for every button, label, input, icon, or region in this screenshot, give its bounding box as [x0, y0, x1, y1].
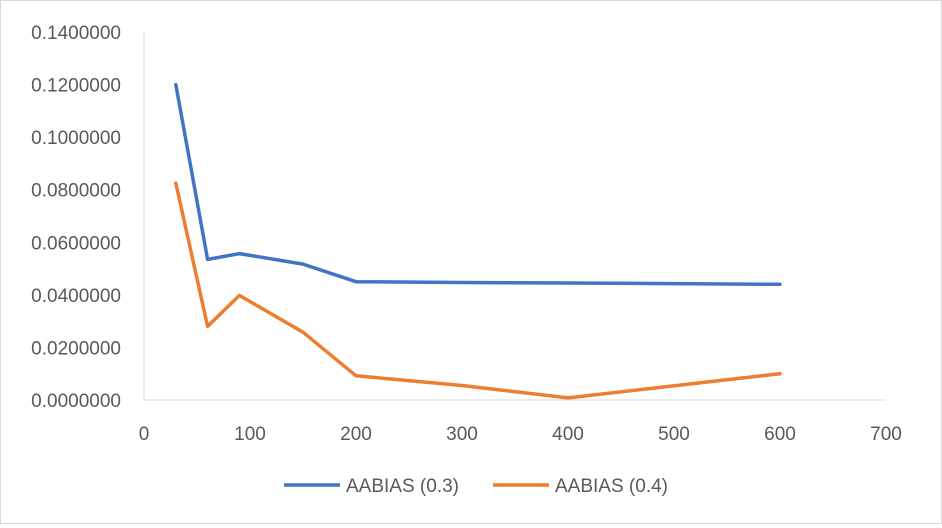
data-point [354, 280, 358, 284]
legend-label: AABIAS (0.4) [555, 476, 668, 497]
data-point [301, 262, 305, 266]
series-line-2 [174, 181, 782, 400]
data-point [237, 293, 241, 297]
series-line-1 [174, 82, 782, 287]
x-tick-label: 300 [446, 424, 478, 445]
x-tick-label: 600 [764, 424, 796, 445]
x-tick-label: 500 [658, 424, 690, 445]
x-tick-label: 700 [870, 424, 902, 445]
data-point [566, 396, 570, 400]
data-point [460, 384, 464, 388]
data-point [206, 257, 210, 261]
data-point [460, 281, 464, 285]
data-point [174, 83, 178, 87]
data-point [778, 372, 782, 376]
data-point [206, 324, 210, 328]
x-tick-label: 400 [552, 424, 584, 445]
y-tick-label: 0.0000000 [31, 391, 121, 412]
legend: AABIAS (0.3) AABIAS (0.4) [284, 476, 668, 497]
x-tick-label: 200 [340, 424, 372, 445]
data-point [301, 330, 305, 334]
data-point [174, 181, 178, 185]
data-point [354, 374, 358, 378]
y-tick-label: 0.1400000 [31, 23, 121, 44]
legend-label: AABIAS (0.3) [346, 476, 459, 497]
y-tick-label: 0.0600000 [31, 233, 121, 254]
data-point [237, 252, 241, 256]
data-point [778, 282, 782, 286]
y-tick-label: 0.0800000 [31, 181, 121, 202]
data-point [566, 281, 570, 285]
x-tick-label: 0 [139, 424, 150, 445]
y-tick-label: 0.0400000 [31, 286, 121, 307]
y-tick-label: 0.1000000 [31, 128, 121, 149]
x-tick-label: 100 [234, 424, 266, 445]
y-tick-label: 0.1200000 [31, 76, 121, 97]
y-tick-label: 0.0200000 [31, 338, 121, 359]
